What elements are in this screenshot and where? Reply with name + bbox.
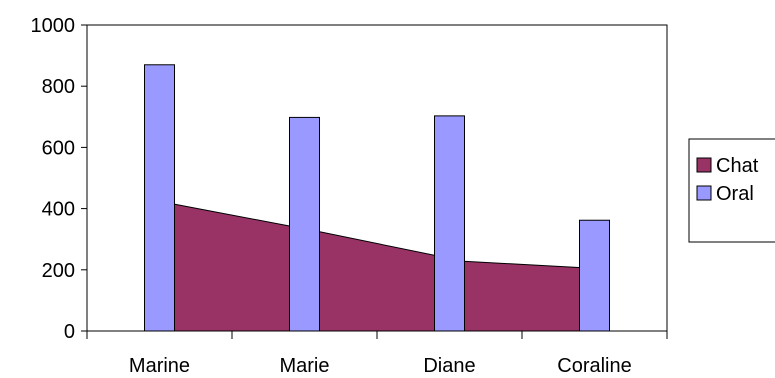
y-tick-label: 0 — [64, 321, 75, 343]
legend-label-chat: Chat — [716, 155, 759, 177]
legend-swatch-chat — [696, 157, 712, 173]
chat-area-layer — [173, 203, 581, 332]
y-tick-label: 600 — [42, 137, 75, 159]
oral-bar-layer — [144, 64, 610, 332]
axes: 0 200 400 600 800 1000 Marine Marie Diane Coralin… — [31, 15, 668, 377]
x-tick-label-coraline: Coraline — [557, 355, 631, 377]
legend-label-oral: Oral — [716, 183, 754, 205]
y-tick-label: 1000 — [31, 15, 76, 37]
y-tick-label: 800 — [42, 76, 75, 98]
x-tick-label-diane: Diane — [423, 355, 475, 377]
legend-swatch-oral — [696, 185, 712, 201]
chat-area — [173, 203, 581, 332]
oral-bar-marie — [289, 116, 320, 332]
y-tick-label: 400 — [42, 199, 75, 221]
oral-bar-diane — [434, 115, 465, 332]
oral-bar-coraline — [579, 219, 610, 332]
x-tick-label-marie: Marie — [279, 355, 329, 377]
oral-bar-marine — [144, 64, 175, 332]
legend: Chat Oral — [688, 138, 775, 243]
y-tick-label: 200 — [42, 260, 75, 282]
x-tick-label-marine: Marine — [129, 355, 190, 377]
